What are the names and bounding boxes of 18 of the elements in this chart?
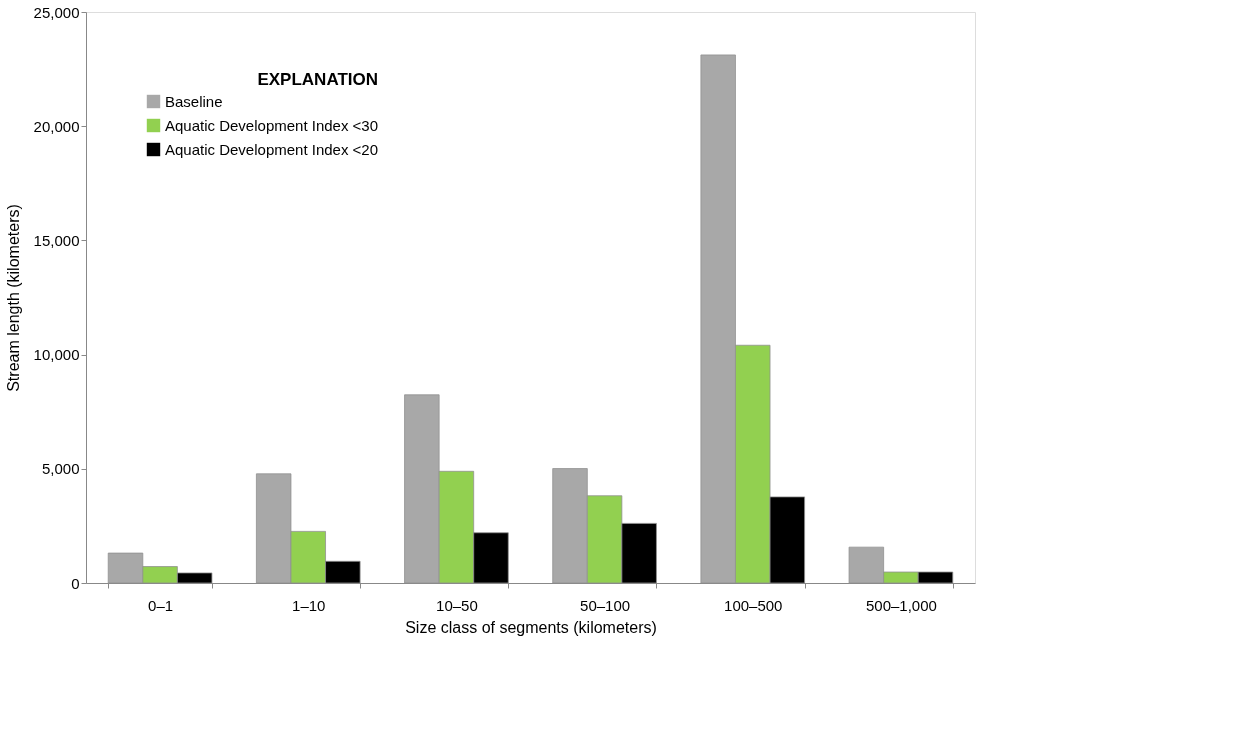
x-tick-label: 100–500 [724, 596, 783, 614]
x-tick-label: 500–1,000 [865, 596, 937, 614]
x-tick-label: 10–50 [436, 596, 478, 614]
y-tick-label: 10,000 [33, 346, 80, 364]
y-tick-label: 0 [71, 574, 80, 592]
x-axis-title: Size class of segments (kilometers) [405, 618, 657, 636]
y-tick-label: 20,000 [33, 117, 80, 135]
legend-label: Aquatic Development Index <20 [165, 140, 379, 158]
y-tick-label: 25,000 [33, 3, 80, 21]
y-axis-title: Stream length (kilometers) [4, 204, 22, 392]
legend-title: EXPLANATION [257, 70, 378, 89]
y-tick-label: 5,000 [41, 460, 80, 478]
legend-label: Baseline [165, 92, 223, 110]
x-tick-label: 0–1 [148, 596, 174, 614]
x-tick-label: 50–100 [580, 596, 631, 614]
y-tick-label: 15,000 [33, 231, 80, 249]
x-tick-label: 1–10 [292, 596, 326, 614]
legend-label: Aquatic Development Index <30 [165, 116, 379, 134]
